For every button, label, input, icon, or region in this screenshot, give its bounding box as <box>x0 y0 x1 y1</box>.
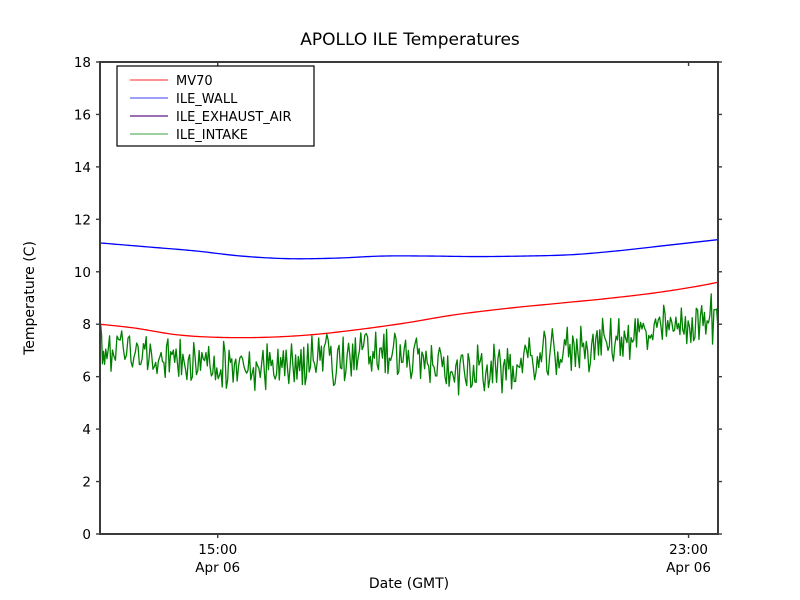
y-tick-label: 18 <box>74 55 91 71</box>
legend-label-mv70: MV70 <box>176 74 213 89</box>
series-line-ile_wall <box>100 239 718 260</box>
y-axis-ticks: 0 2 4 6 8 10 12 14 16 18 <box>74 55 722 543</box>
legend-label-ile_exhaust_air: ILE_EXHAUST_AIR <box>176 110 292 125</box>
data-series-group <box>100 239 718 534</box>
y-tick-label: 4 <box>82 422 91 438</box>
y-tick-label: 6 <box>82 370 91 386</box>
x-tick-label-date: Apr 06 <box>666 560 711 576</box>
y-tick-label: 8 <box>82 317 91 333</box>
axes-frame <box>99 61 719 535</box>
x-tick-label-time: 23:00 <box>669 542 708 558</box>
x-tick-label-time: 15:00 <box>198 542 237 558</box>
chart-title: APOLLO ILE Temperatures <box>300 30 520 50</box>
legend-label-ile_wall: ILE_WALL <box>176 92 238 107</box>
x-axis-label: Date (GMT) <box>369 576 449 592</box>
chart-legend: MV70 ILE_WALL ILE_EXHAUST_AIR ILE_INTAKE <box>116 65 315 147</box>
y-tick-label: 2 <box>82 475 91 491</box>
series-line-ile_intake <box>100 293 718 396</box>
y-tick-label: 12 <box>74 212 91 228</box>
y-tick-label: 10 <box>74 265 91 281</box>
series-line-mv70 <box>100 281 718 339</box>
y-tick-label: 0 <box>82 527 91 543</box>
y-tick-label: 14 <box>74 160 91 176</box>
y-axis-label: Temperature (C) <box>22 241 38 356</box>
y-tick-label: 16 <box>74 107 91 123</box>
x-tick-label-date: Apr 06 <box>195 560 240 576</box>
legend-label-ile_intake: ILE_INTAKE <box>176 128 248 143</box>
